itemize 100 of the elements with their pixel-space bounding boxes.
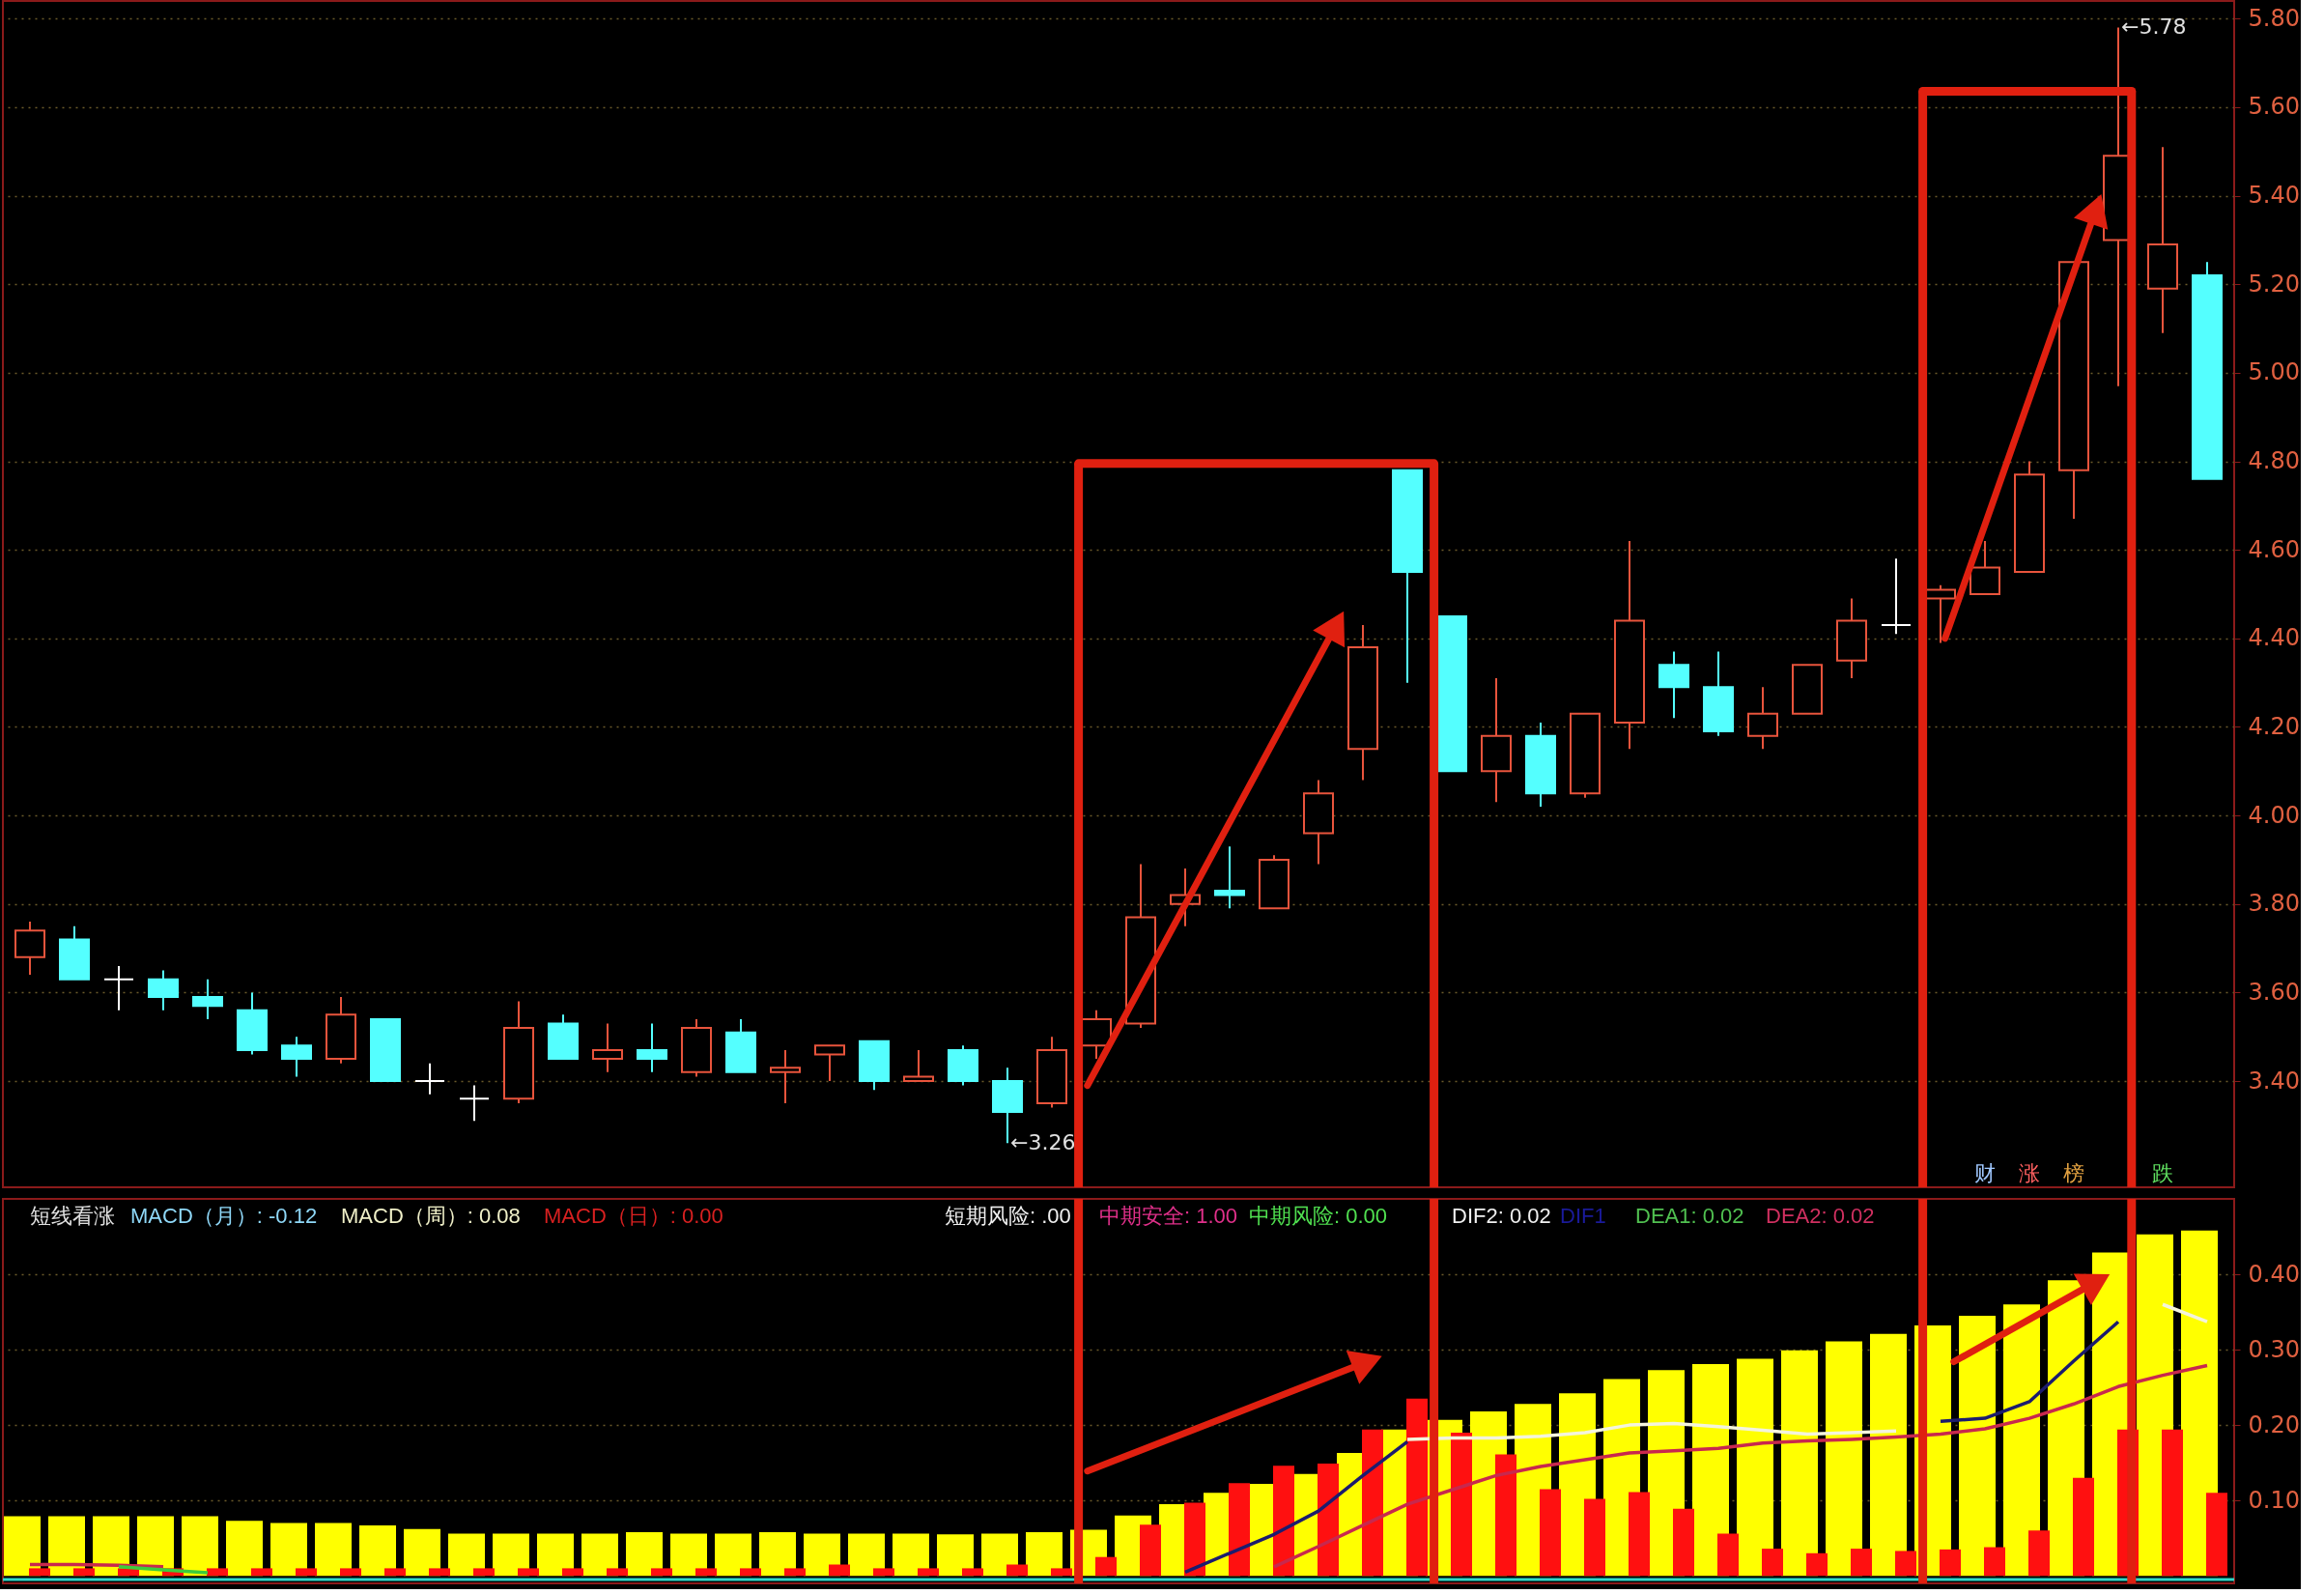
bar: [296, 1568, 317, 1577]
y-tick-label: 0.10: [2248, 1486, 2300, 1514]
bar: [626, 1531, 663, 1577]
y-tick-label: 4.00: [2248, 801, 2300, 829]
bar: [873, 1568, 894, 1577]
bar: [4, 1516, 41, 1577]
bar: [359, 1524, 396, 1577]
candlestick: [1881, 557, 1912, 636]
bar: [918, 1568, 939, 1577]
bar: [182, 1516, 218, 1577]
bar: [1584, 1498, 1605, 1577]
y-tick-label: 3.80: [2248, 890, 2300, 918]
bar: [1026, 1531, 1063, 1577]
y-tick-label: 4.60: [2248, 535, 2300, 563]
annotation: 跌: [2152, 1161, 2173, 1185]
bar: [893, 1533, 929, 1577]
bar: [1229, 1483, 1250, 1577]
bar: [1806, 1552, 1828, 1577]
bar: [29, 1568, 50, 1577]
bar: [1673, 1508, 1694, 1577]
bar: [937, 1534, 974, 1577]
bar: [340, 1568, 361, 1577]
bar: [1051, 1568, 1072, 1577]
bar: [1451, 1432, 1472, 1577]
annotation: 榜: [2063, 1161, 2084, 1185]
bar: [1140, 1524, 1161, 1577]
y-tick-label: 0.40: [2248, 1260, 2300, 1288]
y-tick-label: 4.80: [2248, 447, 2300, 475]
annotation: MACD（月）: -0.12: [130, 1204, 318, 1228]
y-tick-label: 0.20: [2248, 1410, 2300, 1438]
bar: [1362, 1429, 1383, 1577]
bar: [493, 1533, 529, 1577]
bar: [270, 1523, 307, 1577]
bar: [1717, 1533, 1739, 1577]
bar: [715, 1533, 751, 1577]
y-tick-label: 5.00: [2248, 358, 2300, 386]
annotation: 涨: [2019, 1161, 2040, 1185]
bar: [2073, 1477, 2094, 1577]
bar: [1781, 1350, 1818, 1577]
annotation: 短期风险: .00: [945, 1204, 1071, 1228]
bar: [1940, 1549, 1961, 1577]
candlestick: [103, 964, 134, 1011]
y-tick-label: 4.40: [2248, 624, 2300, 652]
y-tick-label: 3.40: [2248, 1067, 2300, 1095]
bar: [981, 1533, 1018, 1577]
y-tick-label: 5.20: [2248, 270, 2300, 298]
bar: [384, 1568, 406, 1577]
bar: [1184, 1502, 1205, 1577]
bar: [1095, 1556, 1117, 1577]
bar: [1006, 1564, 1028, 1577]
bar: [1895, 1551, 1916, 1577]
candlestick: [1925, 584, 1956, 644]
bar: [518, 1568, 539, 1577]
annotation: DIF1: [1560, 1204, 1606, 1228]
bar: [251, 1568, 272, 1577]
y-tick-label: 5.80: [2248, 4, 2300, 32]
annotation: ←3.26: [1010, 1130, 1076, 1155]
bar: [73, 1568, 95, 1577]
annotation: 中期风险: 0.00: [1249, 1204, 1388, 1228]
candlestick: [770, 1048, 801, 1104]
bar: [315, 1523, 352, 1577]
annotation: ←5.78: [2121, 14, 2187, 40]
bar: [1826, 1341, 1862, 1577]
annotation: 短线看涨: [30, 1204, 115, 1228]
annotation: MACD（周）: 0.08: [341, 1204, 521, 1228]
candlestick: [1214, 845, 1245, 910]
candlestick: [414, 1062, 445, 1096]
bar: [537, 1533, 574, 1577]
bar: [1273, 1466, 1294, 1577]
bar: [1984, 1547, 2005, 1577]
bar: [562, 1568, 583, 1577]
bar: [695, 1568, 717, 1577]
bar: [607, 1568, 628, 1577]
annotation: 中期安全: 1.00: [1099, 1204, 1238, 1228]
bar: [2206, 1493, 2227, 1577]
bar: [962, 1568, 983, 1577]
bar: [473, 1568, 495, 1577]
annotation: DIF2: 0.02: [1452, 1204, 1551, 1228]
candlestick: [459, 1084, 490, 1123]
bar: [829, 1564, 850, 1577]
bar: [670, 1533, 707, 1577]
bar: [1959, 1315, 1996, 1577]
y-tick-label: 4.20: [2248, 712, 2300, 740]
bar: [740, 1568, 761, 1577]
bar: [1870, 1333, 1907, 1577]
bar: [429, 1568, 450, 1577]
bar: [848, 1533, 885, 1577]
bar: [226, 1521, 263, 1577]
bar: [1318, 1463, 1339, 1577]
bar: [651, 1568, 672, 1577]
y-tick-label: 3.60: [2248, 978, 2300, 1006]
bar: [759, 1531, 796, 1577]
bar: [784, 1568, 806, 1577]
bar: [1762, 1549, 1783, 1577]
y-tick-label: 5.40: [2248, 182, 2300, 210]
annotation: DEA2: 0.02: [1766, 1204, 1875, 1228]
bar: [2162, 1429, 2183, 1577]
bar: [207, 1568, 228, 1577]
bar: [1540, 1489, 1561, 1577]
y-tick-label: 5.60: [2248, 93, 2300, 121]
